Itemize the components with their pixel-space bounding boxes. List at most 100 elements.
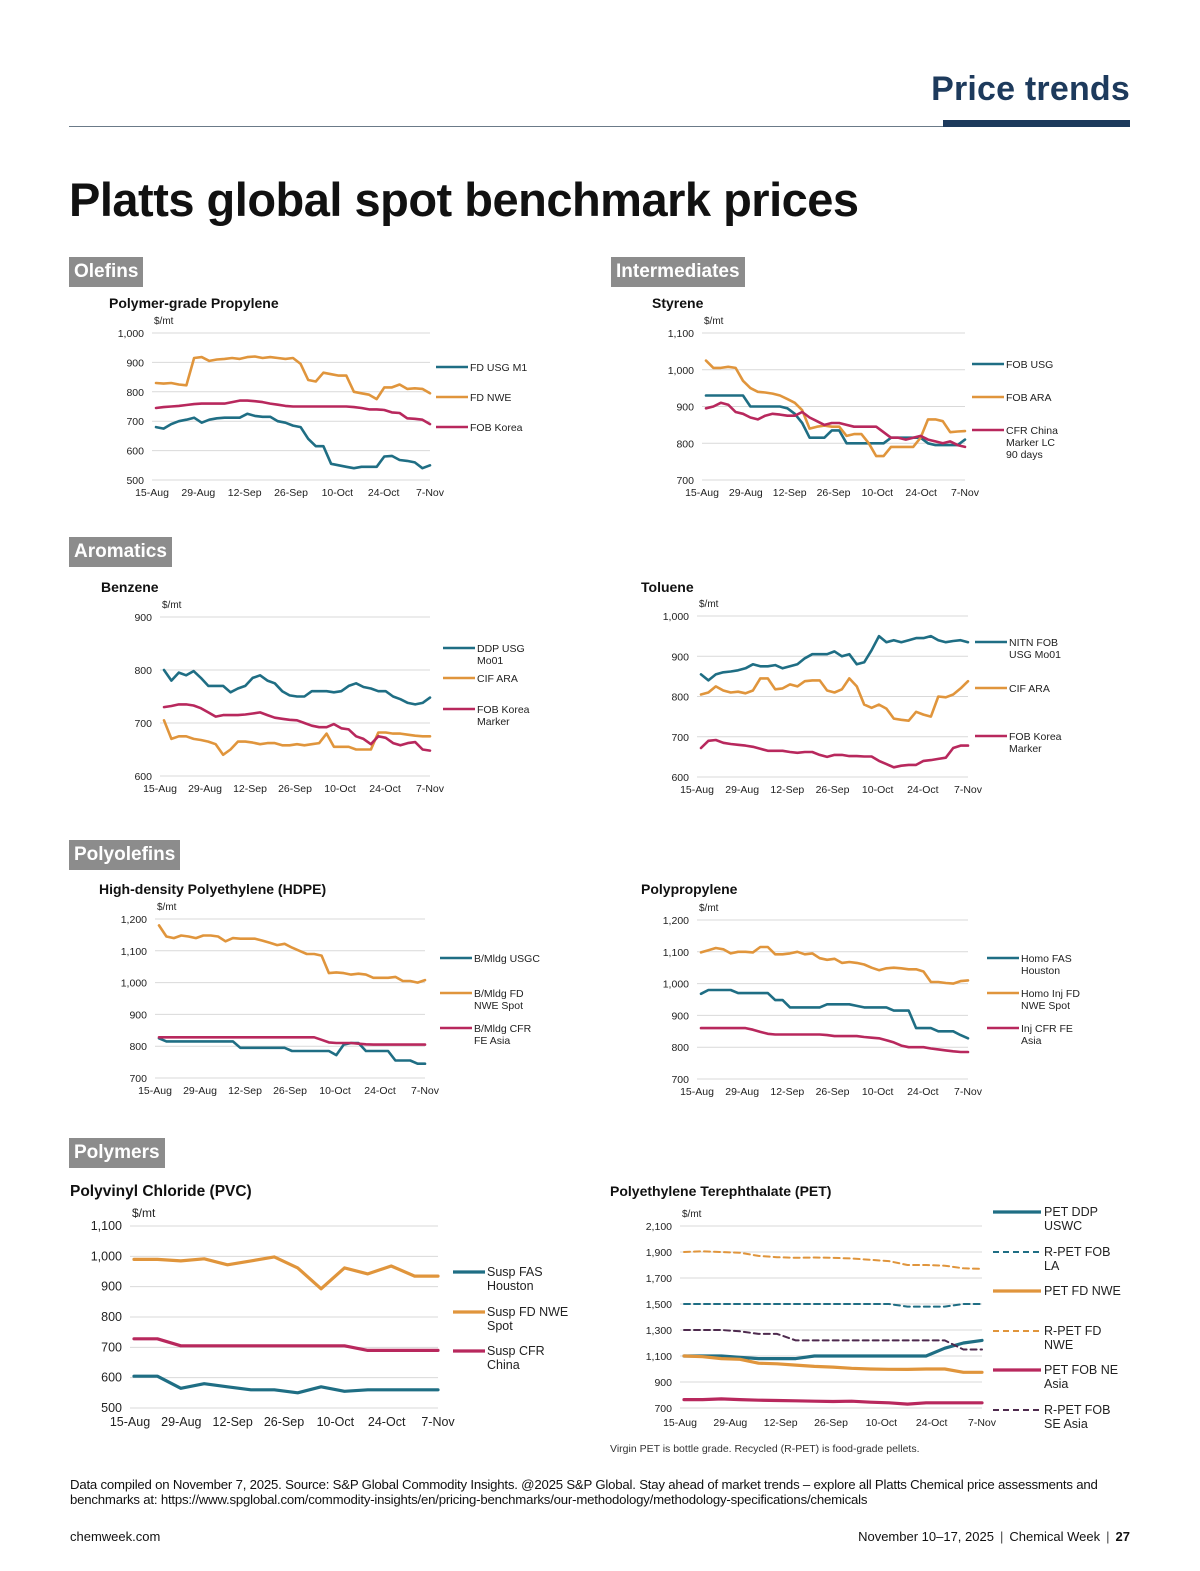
x-tick-label: 26-Sep (816, 1086, 850, 1098)
y-axis-unit: $/mt (162, 600, 182, 611)
y-tick-label: 700 (676, 475, 694, 487)
x-tick-label: 24-Oct (369, 783, 401, 795)
y-tick-label: 700 (129, 1073, 147, 1085)
y-axis-unit: $/mt (699, 903, 719, 914)
y-axis-unit: $/mt (699, 599, 719, 610)
legend-label: CFR China (1006, 425, 1058, 437)
series-line-homo-inj-fd-nwe-spot (699, 945, 970, 985)
y-axis-unit: $/mt (682, 1209, 702, 1220)
chart-svg: Styrene$/mt 700 800 900 1,000 1,100 15-Aug 29-A… (652, 295, 1058, 499)
series-line-inj-cfr-fe-asia (699, 1026, 970, 1054)
y-tick-label: 1,000 (663, 979, 689, 991)
x-tick-label: 24-Oct (368, 1415, 406, 1429)
series-line-fob-korea-marker (699, 738, 970, 769)
y-tick-label: 800 (676, 438, 694, 450)
x-tick-label: 10-Oct (322, 487, 354, 499)
legend-label: Susp FAS (487, 1265, 543, 1279)
y-tick-label: 1,700 (646, 1273, 672, 1285)
y-tick-label: 700 (654, 1403, 672, 1415)
legend-label: PET DDP (1044, 1205, 1098, 1219)
legend-label: DDP USG (477, 643, 525, 655)
legend-label: Houston (1021, 965, 1060, 977)
y-tick-label: 800 (671, 1042, 689, 1054)
y-tick-label: 1,100 (646, 1351, 672, 1363)
chart-title: Polyethylene Terephthalate (PET) (610, 1183, 831, 1199)
legend-label: Homo Inj FD (1021, 988, 1080, 1000)
series-line-pet-fd-nwe (682, 1354, 984, 1374)
legend-label: B/Mldg CFR (474, 1023, 532, 1035)
chart-title: Polymer-grade Propylene (109, 295, 279, 311)
x-tick-label: 15-Aug (685, 487, 719, 499)
legend-label: Spot (487, 1319, 513, 1333)
x-tick-label: 15-Aug (680, 784, 714, 796)
chart-styrene: Styrene $/mt 700 800 900 1,000 1,100 15-Aug 29-A… (640, 292, 1100, 512)
footer-source-note: Data compiled on November 7, 2025. Sourc… (70, 1477, 1098, 1507)
chart-svg: High-density Polyethylene (HDPE) $/mt 700 8… (99, 881, 540, 1097)
y-tick-label: 800 (671, 692, 689, 704)
legend-label: R-PET FOB (1044, 1403, 1110, 1417)
x-tick-label: 29-Aug (713, 1417, 747, 1429)
series-line-r-pet-fob-se-asia (683, 1329, 983, 1351)
chart-svg: Polyethylene Terephthalate (PET) $/mt 700 9… (610, 1183, 1121, 1455)
page-title: Platts global spot benchmark prices (69, 173, 859, 226)
x-tick-label: 10-Oct (317, 1415, 355, 1429)
x-tick-label: 26-Sep (278, 783, 312, 795)
x-tick-label: 7-Nov (954, 1086, 983, 1098)
legend-label: FD USG M1 (470, 362, 527, 374)
legend-label: Susp FD NWE (487, 1305, 568, 1319)
series-line-cif-ara (162, 719, 432, 757)
footer-site: chemweek.com (70, 1529, 161, 1544)
series-line-susp-cfr-china (132, 1337, 440, 1352)
y-tick-label: 1,500 (646, 1299, 672, 1311)
x-tick-label: 29-Aug (183, 1085, 217, 1097)
legend-label: FOB USG (1006, 359, 1053, 371)
y-tick-label: 900 (101, 1280, 122, 1294)
legend-label: Asia (1044, 1377, 1068, 1391)
series-line-r-pet-fd-nwe (683, 1250, 983, 1270)
series-line-pet-ddp-uswc (682, 1338, 984, 1361)
series-line-pet-fob-ne-asia (682, 1397, 984, 1406)
y-tick-label: 800 (134, 665, 152, 677)
x-tick-label: 12-Sep (770, 784, 804, 796)
header-rule (69, 126, 1130, 127)
legend-label: Marker (1009, 743, 1042, 755)
y-tick-label: 900 (671, 651, 689, 663)
y-tick-label: 900 (129, 1009, 147, 1021)
y-tick-label: 1,100 (91, 1219, 122, 1233)
chart-footnote: Virgin PET is bottle grade. Recycled (R-… (610, 1443, 920, 1455)
y-tick-label: 800 (129, 1041, 147, 1053)
legend-label: B/Mldg FD (474, 988, 524, 1000)
x-tick-label: 15-Aug (663, 1417, 697, 1429)
legend-label: Asia (1021, 1035, 1042, 1047)
series-line-fd-usg-m1 (154, 412, 432, 470)
x-tick-label: 10-Oct (862, 784, 894, 796)
legend-label: Inj CFR FE (1021, 1023, 1073, 1035)
chart-svg: Polymer-grade Propylene $/mt 500 600 700 800 9… (109, 295, 527, 499)
y-tick-label: 1,200 (121, 914, 147, 926)
chart-title: Polyvinyl Chloride (PVC) (70, 1183, 252, 1200)
y-tick-label: 600 (671, 772, 689, 784)
x-tick-label: 24-Oct (368, 487, 400, 499)
header-accent-bar (943, 120, 1130, 127)
y-tick-label: 1,200 (663, 915, 689, 927)
legend-label: FOB ARA (1006, 392, 1052, 404)
legend-label: CIF ARA (477, 673, 518, 685)
legend-label: SE Asia (1044, 1417, 1088, 1431)
series-line-nitn-fob-usg-mo01 (699, 634, 970, 682)
series-line-fob-korea (154, 399, 432, 426)
chart-title: High-density Polyethylene (HDPE) (99, 881, 326, 897)
y-tick-label: 600 (101, 1371, 122, 1385)
series-line-cfr-china-marker-lc-90-days (704, 401, 967, 449)
legend-label: LA (1044, 1259, 1060, 1273)
legend-label: FOB Korea (1009, 731, 1062, 743)
y-tick-label: 800 (126, 387, 144, 399)
x-tick-label: 26-Sep (817, 487, 851, 499)
y-tick-label: 1,000 (668, 365, 694, 377)
x-tick-label: 29-Aug (181, 487, 215, 499)
section-tag-polymers: Polymers (69, 1138, 165, 1168)
chart-title: Benzene (101, 579, 159, 595)
section-tag-polyolefins: Polyolefins (69, 840, 181, 870)
x-tick-label: 10-Oct (324, 783, 356, 795)
chart-polypropylene: Polypropylene $/mt 700 800 900 1,000 1,100 1,20… (635, 878, 1105, 1103)
chart-toluene: Toluene $/mt 600 700 800 900 1,000 15-Aug 29-Aug… (635, 576, 1105, 801)
